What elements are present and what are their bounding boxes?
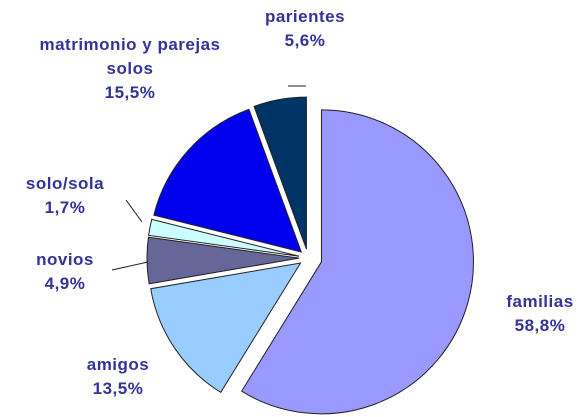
leader-line <box>111 261 149 271</box>
category-label: matrimonio y parejas solos <box>39 35 221 78</box>
value-label: 4,9% <box>44 274 86 293</box>
slice-label: novios 4,9% <box>5 248 125 296</box>
value-label: 15,5% <box>104 83 156 102</box>
slice-label: familias 58,8% <box>480 290 587 338</box>
slice-label: solo/sola 1,7% <box>5 172 125 220</box>
leader-line <box>125 199 143 223</box>
value-label: 1,7% <box>44 198 86 217</box>
value-label: 58,8% <box>514 316 566 335</box>
category-label: solo/sola <box>25 174 105 193</box>
category-label: familias <box>506 292 574 311</box>
category-label: amigos <box>86 355 150 374</box>
slice-label: matrimonio y parejas solos 15,5% <box>35 33 225 105</box>
pie-slice <box>148 218 300 257</box>
category-label: parientes <box>264 7 346 26</box>
value-label: 5,6% <box>284 31 326 50</box>
category-label: novios <box>36 250 94 269</box>
value-label: 13,5% <box>92 379 144 398</box>
slice-label: parientes 5,6% <box>245 5 365 53</box>
pie-slice <box>146 236 300 285</box>
pie-slice <box>150 262 302 394</box>
pie-slice <box>240 109 474 415</box>
pie-slice <box>153 108 303 253</box>
pie-slice <box>253 96 307 250</box>
slice-label: amigos 13,5% <box>58 353 178 401</box>
